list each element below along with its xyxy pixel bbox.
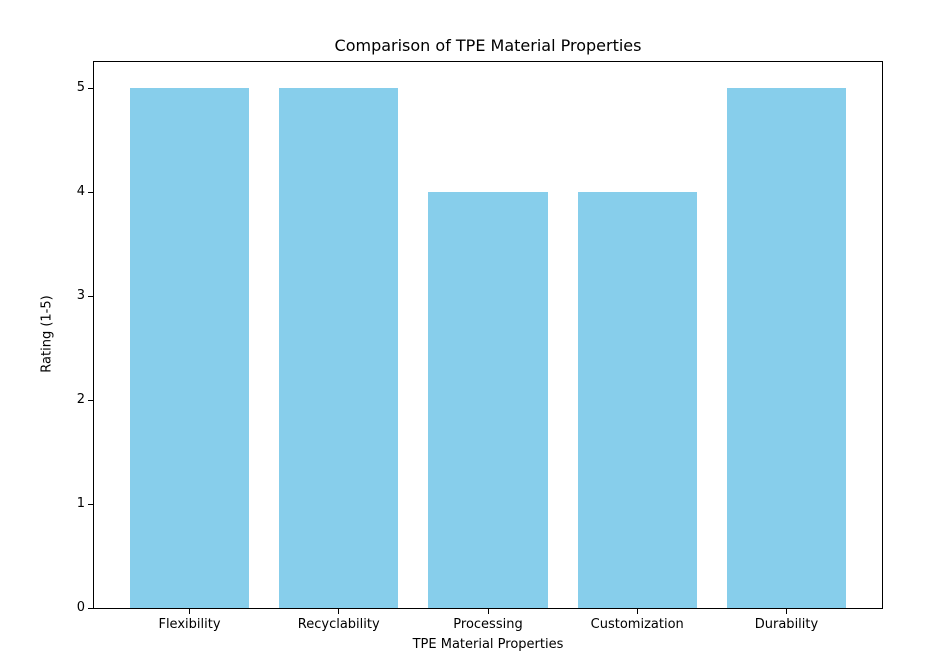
x-axis-label: TPE Material Properties xyxy=(412,637,564,652)
y-tick-mark xyxy=(88,399,93,401)
y-tick-mark xyxy=(88,87,93,89)
x-tick-mark xyxy=(785,609,787,614)
bar-flexibility xyxy=(129,88,250,608)
x-tick-mark xyxy=(338,609,340,614)
x-tick-mark xyxy=(189,609,190,614)
x-tick-label-recyclability: Recyclability xyxy=(297,617,380,632)
x-tick-mark xyxy=(487,609,489,614)
y-tick-mark xyxy=(88,503,93,505)
x-tick-label-customization: Customization xyxy=(590,617,684,632)
y-tick-label: 4 xyxy=(76,184,85,199)
bar-durability xyxy=(726,88,847,608)
bar-recyclability xyxy=(279,88,399,608)
x-tick-label-durability: Durability xyxy=(754,617,819,632)
x-tick-label-processing: Processing xyxy=(453,617,523,632)
y-tick-label: 3 xyxy=(76,288,85,303)
y-axis-label: Rating (1-5) xyxy=(39,295,55,373)
bar-customization xyxy=(577,192,697,608)
y-tick-mark xyxy=(88,295,93,297)
plot-area: 0 1 2 3 4 5 Flexibility Recyclability Processing… xyxy=(77,61,883,632)
y-tick-label: 5 xyxy=(76,80,85,95)
y-tick-label: 1 xyxy=(76,496,85,511)
chart-title: Comparison of TPE Material Properties xyxy=(334,36,642,55)
bar-processing xyxy=(428,192,548,608)
y-tick-mark xyxy=(88,191,93,193)
x-tick-mark xyxy=(636,609,638,614)
y-tick-label: 0 xyxy=(76,600,85,615)
y-tick-label: 2 xyxy=(76,392,85,407)
y-tick-mark xyxy=(88,607,93,609)
x-tick-label-flexibility: Flexibility xyxy=(158,617,221,632)
